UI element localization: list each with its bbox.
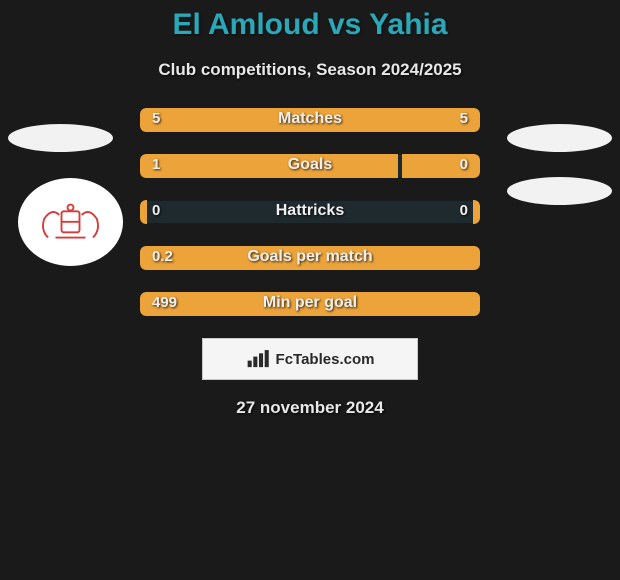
bar-track (140, 246, 480, 270)
player-left-logo-oval (8, 124, 113, 152)
stat-row: 55Matches (140, 108, 480, 132)
bar-track (140, 292, 480, 316)
bar-fill-left (140, 200, 147, 224)
stat-value-right: 5 (460, 110, 468, 127)
bar-chart-icon (246, 349, 272, 369)
stat-value-left: 5 (152, 110, 160, 127)
player-right-logo-oval-1 (507, 124, 612, 152)
bar-fill-left (140, 246, 480, 270)
stat-row: 0.2Goals per match (140, 246, 480, 270)
stat-value-left: 0.2 (152, 248, 173, 265)
stat-value-left: 0 (152, 202, 160, 219)
bar-fill-left (140, 154, 398, 178)
stat-row: 10Goals (140, 154, 480, 178)
bar-fill-left (140, 292, 480, 316)
stat-row: 499Min per goal (140, 292, 480, 316)
player-right-logo-oval-2 (507, 177, 612, 205)
stat-value-left: 499 (152, 294, 177, 311)
subtitle: Club competitions, Season 2024/2025 (0, 60, 620, 80)
brand-box[interactable]: FcTables.com (202, 338, 418, 380)
bar-fill-right (473, 200, 480, 224)
bar-fill-right (402, 154, 480, 178)
bar-track (140, 200, 480, 224)
bar-fill-right (310, 108, 480, 132)
page-title: El Amloud vs Yahia (0, 8, 620, 42)
date-text: 27 november 2024 (0, 398, 620, 418)
stats-bars: 55Matches10Goals00Hattricks0.2Goals per … (140, 108, 480, 316)
bar-fill-left (140, 108, 310, 132)
brand-text: FcTables.com (276, 351, 375, 368)
stat-value-right: 0 (460, 156, 468, 173)
player-left-club-crest (18, 178, 123, 266)
comparison-card: El Amloud vs Yahia Club competitions, Se… (0, 0, 620, 418)
stat-value-right: 0 (460, 202, 468, 219)
bar-track (140, 108, 480, 132)
stat-value-left: 1 (152, 156, 160, 173)
stat-row: 00Hattricks (140, 200, 480, 224)
bar-track (140, 154, 480, 178)
crest-icon (33, 195, 108, 250)
